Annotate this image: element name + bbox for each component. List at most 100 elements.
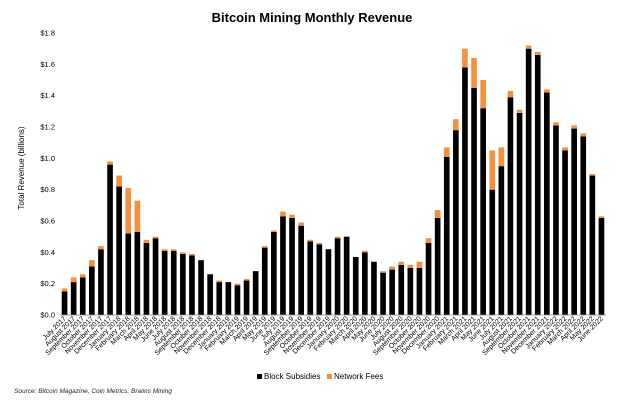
bar-network-fees (98, 246, 104, 250)
bar-block-subsidies (598, 217, 605, 315)
y-tick-label: $0.4 (40, 248, 55, 257)
bar-network-fees (416, 261, 423, 268)
bar-network-fees (471, 58, 477, 88)
bar-block-subsidies (407, 268, 414, 315)
y-tick-label: $0.2 (40, 279, 55, 288)
bar-network-fees (453, 119, 459, 131)
bar-block-subsidies (298, 225, 304, 315)
bar-network-fees (61, 288, 68, 292)
bar-network-fees (553, 122, 559, 126)
bar-block-subsidies (216, 282, 223, 315)
bar-network-fees (362, 250, 368, 253)
bar-network-fees (380, 271, 386, 273)
bar-block-subsidies (389, 269, 395, 315)
bar-network-fees (280, 211, 286, 217)
bar-block-subsidies (434, 217, 441, 315)
bar-network-fees (389, 266, 395, 270)
bar-network-fees (398, 261, 405, 265)
bar-block-subsidies (507, 97, 514, 315)
y-axis-label: Total Revenue (billions) (17, 126, 26, 209)
bar-network-fees (489, 150, 496, 190)
bar-network-fees (70, 277, 77, 283)
bar-network-fees (234, 283, 241, 286)
bar-network-fees (261, 246, 268, 248)
y-tick-label: $1.6 (40, 60, 55, 69)
legend-network-fees: Network Fees (334, 372, 383, 381)
bar-network-fees (525, 45, 532, 49)
bars (61, 45, 605, 316)
bar-block-subsidies (307, 241, 314, 315)
bar-network-fees (307, 239, 314, 242)
bar-block-subsidies (571, 128, 577, 315)
legend-block-subsidies: Block Subsidies (264, 372, 320, 381)
bar-block-subsidies (562, 150, 568, 315)
bar-block-subsidies (443, 156, 450, 315)
bar-block-subsidies (398, 264, 405, 315)
bar-network-fees (580, 133, 587, 137)
bar-block-subsidies (189, 255, 195, 315)
bar-block-subsidies (89, 266, 95, 315)
bar-network-fees (425, 238, 432, 243)
legend: Block Subsidies Network Fees (257, 372, 383, 381)
bar-block-subsidies (371, 261, 377, 315)
bar-block-subsidies (207, 274, 213, 315)
legend-swatch-block-subsidies (257, 374, 262, 379)
bar-network-fees (89, 260, 95, 267)
bar-network-fees (407, 264, 414, 268)
bar-network-fees (134, 200, 141, 232)
bar-network-fees (498, 147, 505, 167)
bar-network-fees (180, 252, 186, 254)
bar-network-fees (216, 280, 223, 283)
y-tick-label: $0.0 (40, 311, 55, 320)
bar-block-subsidies (225, 282, 232, 315)
bar-block-subsidies (161, 250, 168, 315)
bar-block-subsidies (271, 231, 277, 315)
y-axis-ticks: $0.0 $0.2 $0.4 $0.6 $0.8 $1.0 $1.2 $1.4 $1.6 $1.8 (40, 29, 55, 320)
bar-network-fees (316, 242, 323, 245)
bar-block-subsidies (489, 189, 496, 315)
bar-network-fees (79, 274, 86, 278)
bar-network-fees (507, 90, 514, 98)
bar-network-fees (107, 161, 113, 165)
bar-network-fees (334, 236, 341, 239)
y-tick-label: $0.8 (40, 185, 55, 194)
bar-block-subsidies (234, 285, 241, 315)
bar-block-subsidies (143, 242, 150, 315)
bar-network-fees (544, 89, 550, 93)
bar-network-fees (143, 239, 150, 243)
bar-block-subsidies (334, 238, 341, 315)
bar-network-fees (434, 210, 441, 218)
bar-network-fees (189, 253, 195, 256)
bar-network-fees (571, 125, 577, 129)
bar-block-subsidies (134, 231, 141, 315)
bar-network-fees (443, 147, 450, 157)
bar-block-subsidies (416, 268, 423, 315)
bar-network-fees (152, 236, 159, 239)
bar-block-subsidies (352, 257, 359, 315)
bar-network-fees (589, 174, 596, 176)
bar-network-fees (298, 222, 304, 226)
bar-block-subsidies (125, 233, 132, 315)
bar-block-subsidies (498, 166, 505, 315)
bar-block-subsidies (325, 249, 332, 315)
bar-network-fees (462, 48, 468, 68)
y-tick-label: $1.0 (40, 154, 55, 163)
bar-block-subsidies (280, 216, 286, 315)
y-tick-label: $0.6 (40, 217, 55, 226)
bar-block-subsidies (61, 291, 68, 315)
bar-block-subsidies (362, 252, 368, 315)
bar-block-subsidies (70, 282, 77, 315)
bar-block-subsidies (534, 54, 541, 315)
bar-block-subsidies (380, 272, 386, 315)
bar-block-subsidies (116, 186, 122, 315)
bar-block-subsidies (198, 260, 204, 315)
bar-block-subsidies (152, 238, 159, 315)
bar-block-subsidies (425, 242, 432, 315)
bar-block-subsidies (261, 247, 268, 315)
bar-network-fees (534, 51, 541, 55)
source-note: Source: Bitcoin Magazine, Coin Metrics, … (14, 388, 172, 395)
bar-block-subsidies (544, 92, 550, 316)
bar-network-fees (243, 278, 250, 281)
